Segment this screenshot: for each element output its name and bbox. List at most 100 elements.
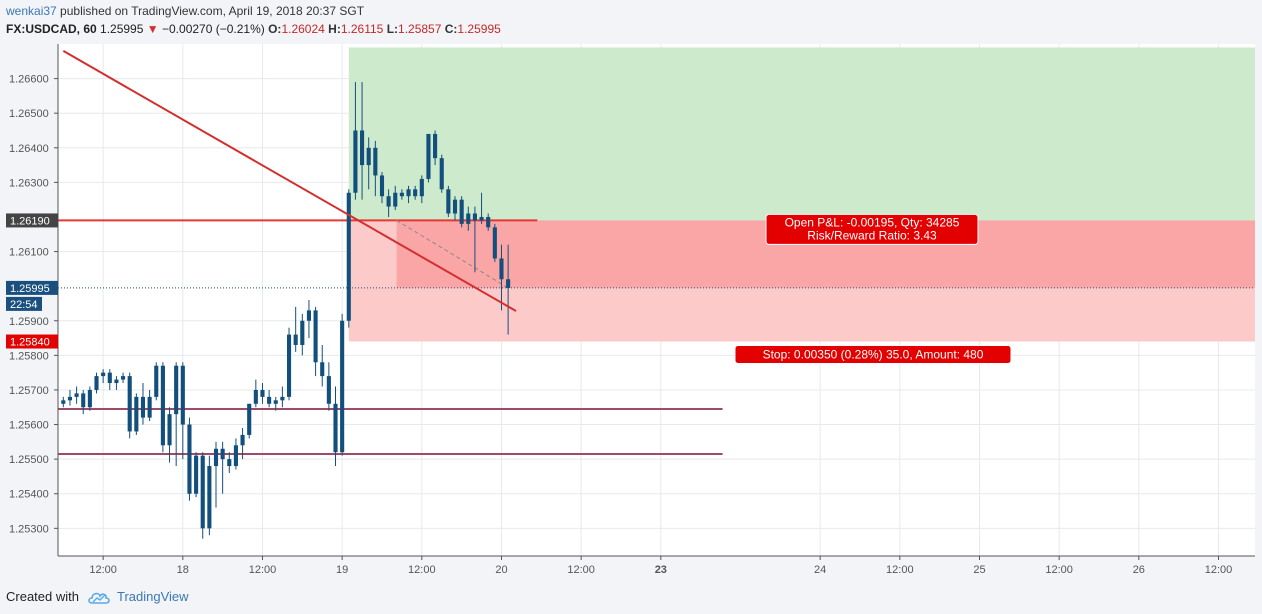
close-label: C: bbox=[444, 22, 458, 36]
candle-body bbox=[134, 396, 139, 432]
y-tick-label: 1.26500 bbox=[9, 108, 49, 120]
candle bbox=[373, 140, 378, 197]
entry-price-tag-label: 1.26190 bbox=[10, 215, 50, 227]
y-tick-label: 1.25700 bbox=[9, 385, 49, 397]
candle-body bbox=[472, 213, 477, 221]
x-tick-label: 18 bbox=[177, 564, 189, 576]
x-tick-label: 12:00 bbox=[249, 564, 277, 576]
candle bbox=[267, 389, 272, 408]
candle bbox=[300, 313, 305, 356]
candle-body bbox=[140, 396, 146, 418]
candle-body bbox=[260, 389, 265, 397]
open-label: O: bbox=[268, 22, 282, 36]
price-chart[interactable]: Open P&L: -0.00195, Qty: 34285Risk/Rewar… bbox=[0, 42, 1262, 582]
countdown-bg bbox=[6, 296, 42, 311]
candle bbox=[360, 82, 365, 200]
candle-body bbox=[452, 199, 458, 214]
candle bbox=[260, 383, 265, 404]
candle bbox=[413, 185, 418, 200]
candle-body bbox=[160, 365, 165, 446]
profit-zone bbox=[348, 47, 1255, 221]
candle bbox=[94, 372, 99, 394]
candle bbox=[393, 185, 398, 211]
candle bbox=[446, 185, 451, 217]
candle-body bbox=[393, 192, 398, 207]
high-label: H: bbox=[328, 22, 341, 36]
entry-price-tag: 1.26190 bbox=[6, 213, 58, 228]
y-tick-label: 1.26400 bbox=[9, 143, 49, 155]
price-change: −0.00270 (−0.21%) bbox=[162, 22, 265, 36]
candle bbox=[107, 369, 112, 390]
x-tick-label: 12:00 bbox=[408, 564, 436, 576]
candle bbox=[379, 172, 385, 204]
candle-body bbox=[446, 189, 451, 214]
candle-body bbox=[207, 466, 212, 529]
x-tick-label: 12:00 bbox=[567, 564, 595, 576]
candle-body bbox=[439, 158, 444, 190]
candle-body bbox=[426, 133, 431, 179]
candle bbox=[486, 213, 491, 231]
candle-body bbox=[240, 434, 245, 446]
candle-body bbox=[87, 389, 92, 408]
x-tick-label: 12:00 bbox=[1205, 564, 1233, 576]
x-tick-labels: 12:00 18 12:00 19 12:00 20 12:00 23 24 12:00 25 12:… bbox=[89, 556, 1232, 576]
candle-body bbox=[233, 445, 238, 467]
candle bbox=[154, 362, 159, 401]
candle bbox=[433, 130, 438, 166]
x-tick-label: 20 bbox=[495, 564, 507, 576]
candle bbox=[340, 313, 345, 456]
candle bbox=[492, 223, 497, 262]
y-tick-label: 1.25300 bbox=[9, 523, 49, 535]
stop-box-bg bbox=[734, 345, 1012, 365]
candle bbox=[207, 455, 212, 536]
y-tick-label: 1.25600 bbox=[9, 420, 49, 432]
pnl-box-bg bbox=[765, 213, 979, 245]
candle-body bbox=[194, 455, 199, 494]
symbol-name: FX:USDCAD, 60 bbox=[6, 22, 97, 36]
last-price-tag-bg bbox=[6, 280, 58, 295]
publish-info: wenkai37 published on TradingView.com, A… bbox=[6, 4, 364, 18]
stop-price-tag-bg bbox=[6, 334, 58, 349]
candle-body bbox=[180, 365, 185, 425]
candle-body bbox=[286, 334, 292, 397]
candle bbox=[426, 133, 431, 183]
candle-body bbox=[406, 189, 411, 197]
candle bbox=[101, 369, 106, 384]
candle-body bbox=[213, 448, 219, 467]
candle-body bbox=[379, 175, 385, 197]
last-price-tag: 1.25995 bbox=[6, 280, 58, 295]
countdown-label: 22:54 bbox=[10, 299, 38, 311]
candle-body bbox=[413, 189, 418, 197]
tradingview-brand[interactable]: TradingView bbox=[87, 589, 189, 604]
x-tick-label: 12:00 bbox=[89, 564, 117, 576]
candle-body bbox=[333, 403, 338, 453]
candle bbox=[273, 396, 278, 411]
candle-body bbox=[399, 192, 404, 197]
candle-body bbox=[506, 279, 511, 288]
candle bbox=[406, 185, 411, 204]
candle bbox=[174, 362, 179, 467]
candle-body bbox=[293, 334, 298, 345]
candle-body bbox=[61, 400, 66, 404]
footer: Created with TradingView bbox=[6, 589, 189, 604]
candle-body bbox=[373, 147, 378, 176]
candle bbox=[506, 244, 511, 335]
author-link[interactable]: wenkai37 bbox=[6, 4, 57, 18]
down-arrow-icon: ▼ bbox=[146, 22, 159, 36]
candle bbox=[61, 396, 66, 408]
candle-body bbox=[107, 372, 112, 384]
candle bbox=[353, 82, 358, 200]
stop-box: Stop: 0.00350 (0.28%) 35.0, Amount: 480 bbox=[734, 345, 1012, 365]
candle bbox=[306, 300, 312, 339]
y-tick-label: 1.25800 bbox=[9, 350, 49, 362]
candle bbox=[479, 192, 484, 224]
candle bbox=[127, 372, 132, 439]
last-price-tag-label: 1.25995 bbox=[10, 283, 50, 295]
candle-body bbox=[200, 455, 205, 529]
y-tick-label: 1.26600 bbox=[9, 74, 49, 86]
x-tick-label: 12:00 bbox=[1045, 564, 1073, 576]
candle-body bbox=[154, 365, 159, 397]
y-tick-label: 1.25900 bbox=[9, 316, 49, 328]
candle bbox=[247, 403, 252, 439]
candle bbox=[74, 386, 79, 404]
